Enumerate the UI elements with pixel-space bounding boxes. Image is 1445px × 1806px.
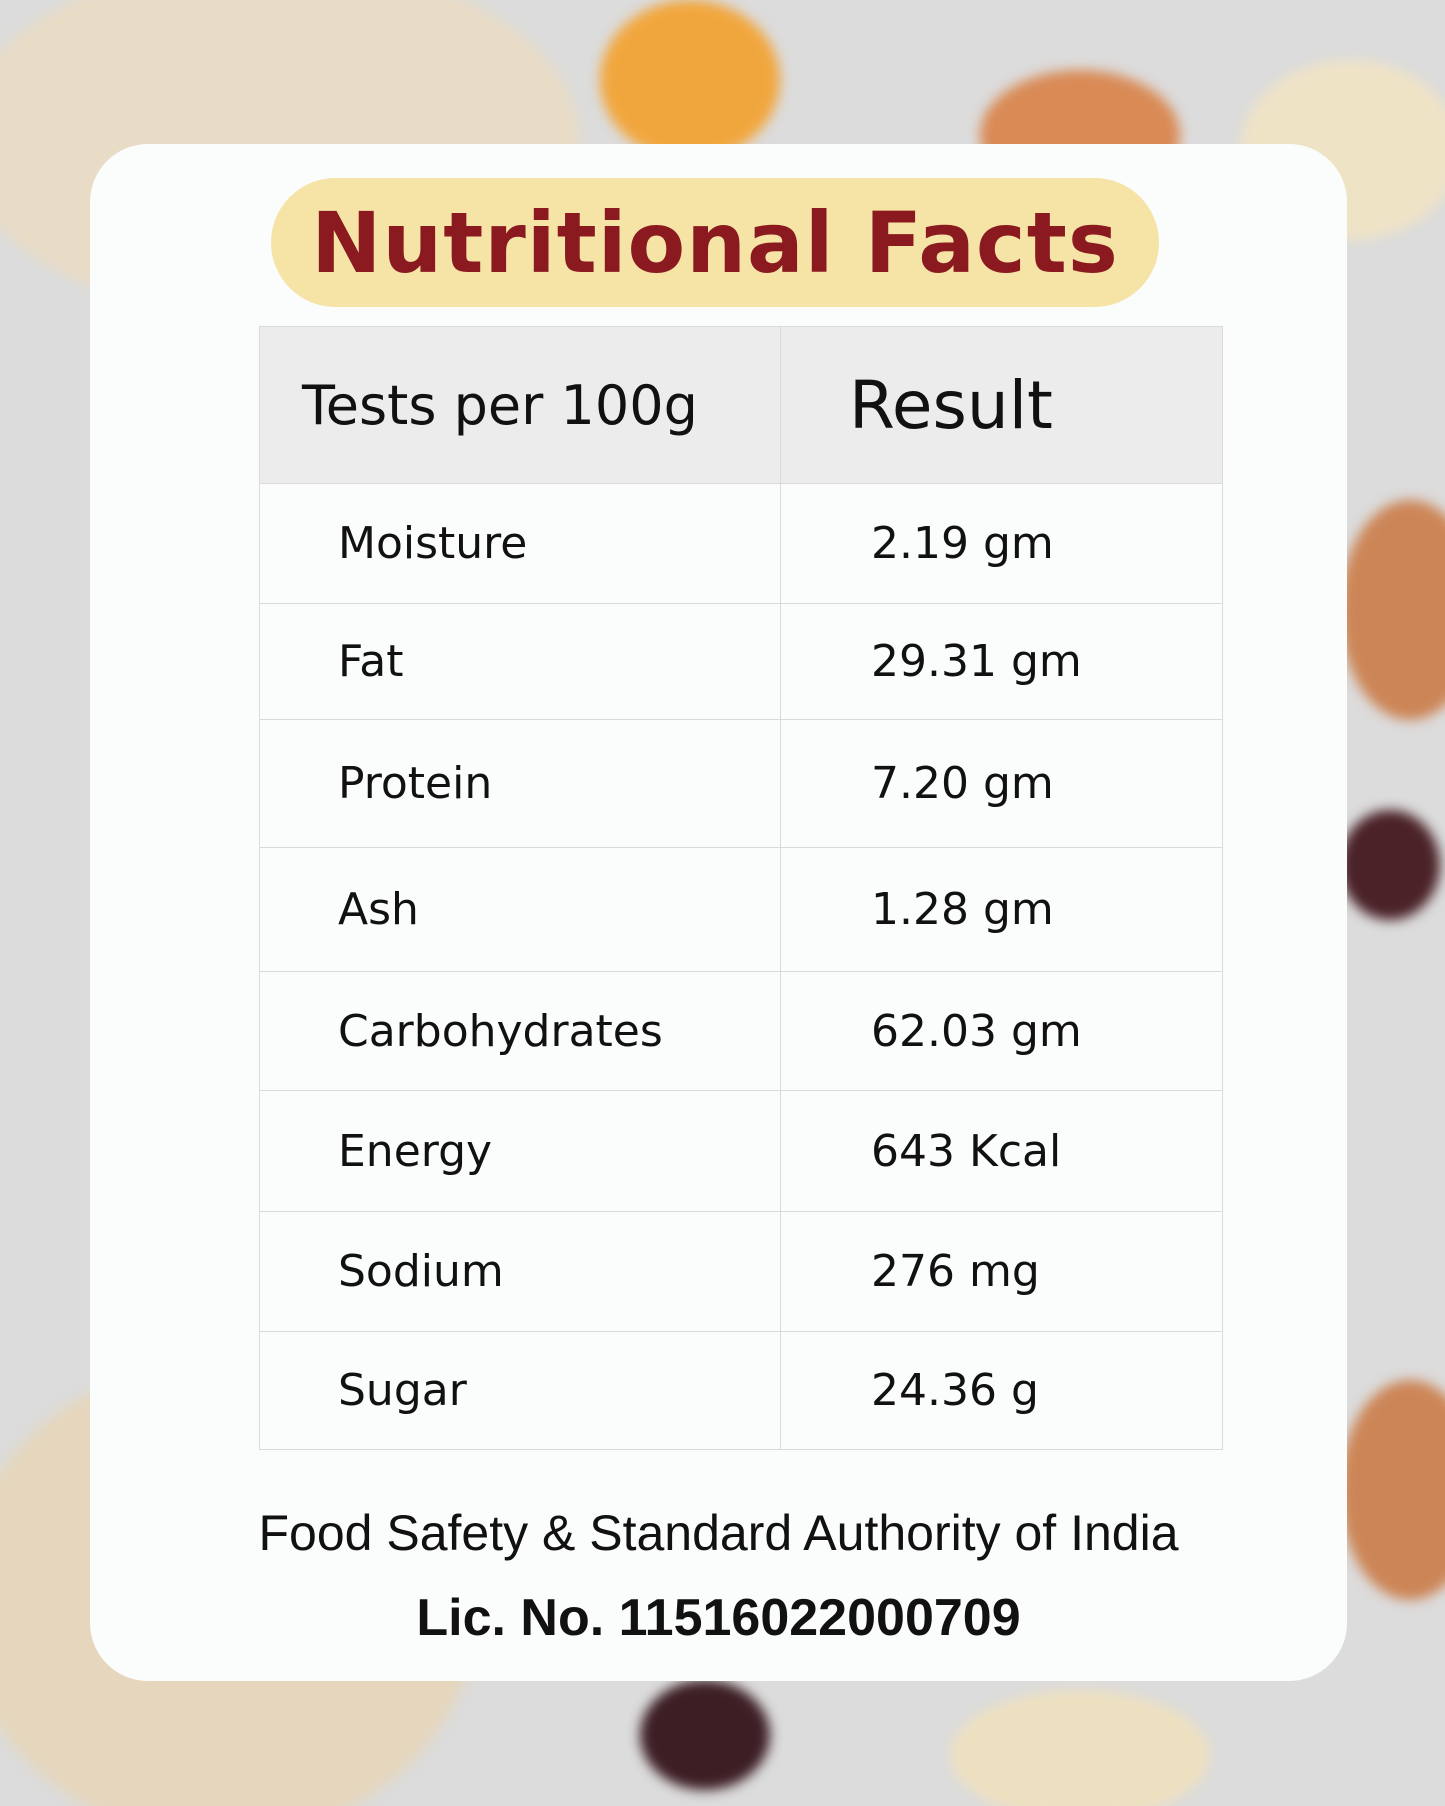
- background-raisin: [640, 1680, 770, 1790]
- test-name: Carbohydrates: [259, 971, 781, 1091]
- test-result: 7.20 gm: [780, 719, 1223, 848]
- column-header: Result: [780, 326, 1223, 484]
- table-row: Protein 7.20 gm: [259, 719, 1223, 848]
- background-apricot: [600, 0, 780, 160]
- test-result: 1.28 gm: [780, 847, 1223, 972]
- table-body: Moisture 2.19 gm Fat 29.31 gm Protein 7.20 gm…: [259, 483, 1223, 1450]
- header-row: Tests per 100g Result: [259, 326, 1223, 484]
- table-row: Carbohydrates 62.03 gm: [259, 971, 1223, 1091]
- background-almond: [1340, 1380, 1445, 1600]
- column-header: Tests per 100g: [259, 326, 781, 484]
- test-name: Ash: [259, 847, 781, 972]
- table-row: Moisture 2.19 gm: [259, 483, 1223, 604]
- test-name: Moisture: [259, 483, 781, 604]
- title: Nutritional Facts: [311, 193, 1119, 292]
- table-row: Fat 29.31 gm: [259, 603, 1223, 720]
- authority: Food Safety & Standard Authority of Indi…: [258, 1505, 1179, 1561]
- title-pill: Nutritional Facts: [271, 178, 1159, 307]
- table-row: Sodium 276 mg: [259, 1211, 1223, 1332]
- license: Lic. No. 11516022000709: [416, 1589, 1021, 1647]
- card: Nutritional Facts Tests per 100g Result …: [90, 144, 1347, 1681]
- test-result: 643 Kcal: [780, 1090, 1223, 1212]
- table-row: Ash 1.28 gm: [259, 847, 1223, 972]
- test-name: Sugar: [259, 1331, 781, 1450]
- background-raisin: [1340, 810, 1440, 920]
- test-name: Fat: [259, 603, 781, 720]
- table-row: Energy 643 Kcal: [259, 1090, 1223, 1212]
- test-result: 2.19 gm: [780, 483, 1223, 604]
- test-name: Protein: [259, 719, 781, 848]
- test-name: Energy: [259, 1090, 781, 1212]
- table-row: Sugar 24.36 g: [259, 1331, 1223, 1450]
- background-cashew: [950, 1690, 1210, 1806]
- nutrition-table: Tests per 100g Result Moisture 2.19 gm Fat…: [259, 326, 1223, 1450]
- test-result: 29.31 gm: [780, 603, 1223, 720]
- test-result: 24.36 g: [780, 1331, 1223, 1450]
- test-result: 276 mg: [780, 1211, 1223, 1332]
- test-name: Sodium: [259, 1211, 781, 1332]
- background-almond: [1340, 500, 1445, 720]
- test-result: 62.03 gm: [780, 971, 1223, 1091]
